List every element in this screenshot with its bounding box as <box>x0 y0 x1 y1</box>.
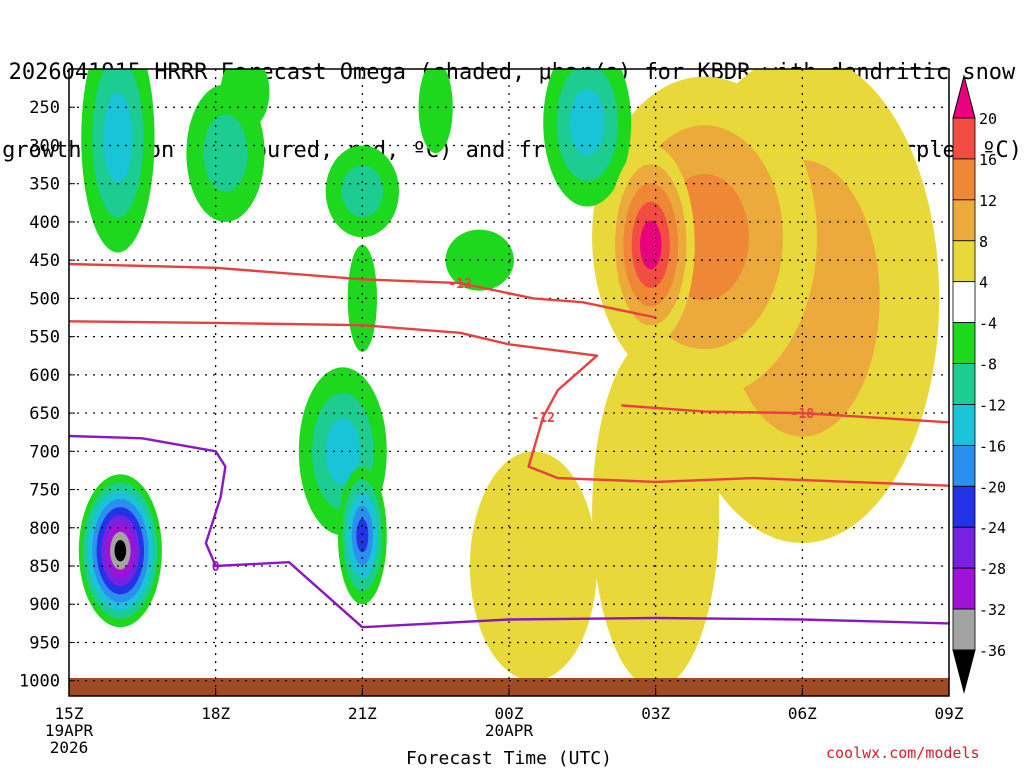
y-tick-label: 900 <box>29 595 60 615</box>
omega-level-cyan <box>103 92 133 183</box>
colorbar-label: -4 <box>979 315 997 333</box>
colorbar-label: -36 <box>979 642 1006 660</box>
colorbar-bin <box>952 199 976 242</box>
y-tick-label: 350 <box>29 175 60 195</box>
y-tick-label: 500 <box>29 289 60 309</box>
omega-level-green <box>347 244 378 352</box>
y-tick-label: 250 <box>29 98 60 118</box>
y-tick-label: 800 <box>29 519 60 539</box>
x-tick-label: 06Z <box>788 704 817 723</box>
contour-label: 0 <box>212 560 220 575</box>
x-tick-label: 15Z <box>55 704 84 723</box>
omega-level-green <box>445 229 514 291</box>
colorbar-label: -32 <box>979 601 1006 619</box>
colorbar-bin <box>952 322 976 364</box>
y-tick-label: 950 <box>29 633 60 653</box>
contour-line <box>69 262 656 319</box>
colorbar-cap-bottom <box>952 649 976 694</box>
omega-colorbar: 20 16 12 8 4 -4 -8 -12 -16 -20 -24 -28 -32 -36 <box>952 74 1006 694</box>
contour-label: -18 <box>791 407 815 422</box>
x-tick-label: 20APR <box>485 721 534 740</box>
y-tick-label: 700 <box>29 442 60 462</box>
omega-level-black <box>114 540 127 562</box>
contour-label: -12 <box>448 277 471 292</box>
colorbar-bin <box>952 158 976 201</box>
omega-level-darkblue <box>356 518 369 553</box>
colorbar-bin <box>952 404 976 446</box>
omega-feature <box>81 69 155 253</box>
colorbar-label: -24 <box>979 519 1006 537</box>
colorbar-bin <box>952 281 976 324</box>
omega-feature <box>543 69 632 207</box>
x-axis-label: Forecast Time (UTC) <box>406 748 612 768</box>
colorbar-label: 4 <box>979 274 988 292</box>
contour-line <box>621 404 949 424</box>
temperature-contours: -12 -12 -18 0 <box>69 262 949 629</box>
contour-label: -12 <box>531 411 554 426</box>
y-tick-label: 1000 <box>19 672 60 692</box>
colorbar-cap-top <box>952 74 976 119</box>
colorbar-label: -12 <box>979 396 1006 414</box>
omega-level-teal <box>203 114 248 193</box>
colorbar-label: 12 <box>979 192 997 210</box>
colorbar-label: 8 <box>979 233 988 251</box>
contour-line <box>69 434 949 629</box>
y-tick-label: 400 <box>29 213 60 233</box>
colorbar-label: -16 <box>979 437 1006 455</box>
y-tick-label: 650 <box>29 404 60 424</box>
omega-feature <box>606 145 695 345</box>
colorbar-bin <box>952 363 976 405</box>
omega-feature <box>445 229 514 291</box>
x-tick-label: 18Z <box>201 704 230 723</box>
colorbar-label: -28 <box>979 560 1006 578</box>
credit-text: coolwx.com/models <box>826 744 980 762</box>
colorbar-bin <box>952 240 976 283</box>
y-tick-label: 850 <box>29 557 60 577</box>
omega-level-teal <box>341 165 384 218</box>
contour-line <box>69 320 949 487</box>
omega-feature <box>337 466 387 605</box>
colorbar-label: -20 <box>979 478 1006 496</box>
y-tick-label: 750 <box>29 481 60 501</box>
colorbar-label: 20 <box>979 110 997 128</box>
y-tick-label: 450 <box>29 251 60 271</box>
x-tick-label: 19APR <box>45 721 94 740</box>
omega-shaded-field <box>78 69 940 689</box>
x-tick-label: 2026 <box>50 738 89 757</box>
colorbar-bin <box>952 608 976 651</box>
colorbar-bin <box>952 444 976 487</box>
colorbar-label: -8 <box>979 356 997 374</box>
omega-level-green <box>418 69 453 154</box>
colorbar-bin <box>952 526 976 569</box>
x-tick-label: 09Z <box>935 704 964 723</box>
x-tick-label: 03Z <box>641 704 670 723</box>
omega-feature <box>78 474 162 628</box>
y-tick-label: 550 <box>29 328 60 348</box>
pressure-axis: 250 300 350 400 450 500 550 600 650 700 750 800 850 9… <box>19 98 75 692</box>
colorbar-bin <box>952 485 976 528</box>
colorbar-label: 16 <box>979 151 997 169</box>
grid-lines <box>68 69 950 696</box>
omega-feature <box>418 69 453 154</box>
omega-feature <box>186 84 265 222</box>
omega-feature <box>347 244 378 352</box>
x-tick-label: 00Z <box>495 704 524 723</box>
colorbar-bin <box>952 117 976 160</box>
omega-level-cyan <box>569 89 605 156</box>
omega-level-magenta <box>639 220 662 270</box>
colorbar-bin <box>952 567 976 610</box>
omega-feature <box>325 145 400 238</box>
y-tick-label: 600 <box>29 366 60 386</box>
x-tick-label: 21Z <box>348 704 377 723</box>
y-tick-label: 300 <box>29 136 60 156</box>
